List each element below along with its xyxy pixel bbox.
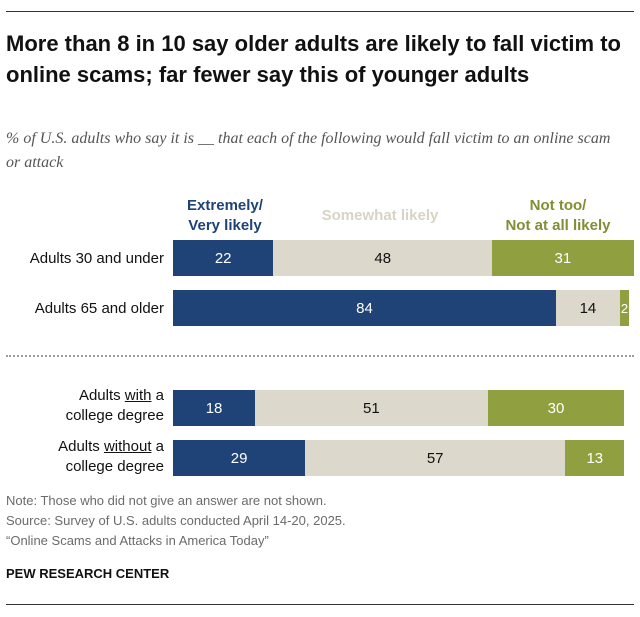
row-label-line2: college degree — [65, 407, 164, 424]
bar-value-label: 48 — [374, 249, 392, 267]
legend-label-line1: Somewhat likely — [321, 207, 439, 224]
bar-value-label: 30 — [547, 399, 565, 417]
bar-segment: 31 — [492, 240, 634, 276]
bar-segment: 14 — [556, 290, 620, 326]
legend-label-line2: Very likely — [188, 217, 262, 234]
top-rule — [6, 11, 634, 12]
legend-label-line2: Not at all likely — [505, 217, 611, 234]
bar-segment: 29 — [173, 440, 306, 476]
legend-somewhat-likely: Somewhat likely — [290, 206, 470, 226]
bar-segment: 2 — [619, 290, 629, 326]
bar-segment: 22 — [173, 240, 274, 276]
row-label-pre: Adults — [58, 438, 104, 455]
chart-subtitle: % of U.S. adults who say it is __ that e… — [6, 130, 611, 171]
bar-value-label: 22 — [214, 249, 232, 267]
bar-value-label: 14 — [579, 299, 597, 317]
bar-value-label: 18 — [205, 399, 223, 417]
bar-segment: 48 — [273, 240, 493, 276]
row-label-emphasis: without — [103, 438, 152, 455]
bar-segment: 30 — [487, 390, 625, 426]
chart-title: More than 8 in 10 say older adults are l… — [6, 31, 621, 87]
bar-value-label: 29 — [230, 449, 248, 467]
bar-segment: 51 — [255, 390, 488, 426]
row-label-post: a — [151, 387, 164, 404]
bottom-rule — [6, 604, 634, 605]
row-label-pre: Adults — [78, 387, 125, 404]
group-separator — [6, 355, 634, 357]
source-text: Source: Survey of U.S. adults conducted … — [6, 513, 346, 528]
bar-value-label: 57 — [426, 449, 444, 467]
row-label-emphasis: with — [124, 387, 152, 404]
bar-value-label: 13 — [586, 449, 604, 467]
legend-extremely-very-likely: Extremely/ Very likely — [170, 196, 280, 236]
row-label-line1: Adults without a — [0, 437, 164, 457]
note-text: Note: Those who did not give an answer a… — [6, 493, 327, 508]
row-label-line1: Adults with a — [0, 386, 164, 406]
bar-value-label: 2 — [620, 300, 629, 316]
bar-value-label: 84 — [356, 299, 373, 317]
row-label-post: a — [151, 438, 164, 455]
report-title: “Online Scams and Attacks in America Tod… — [6, 533, 269, 548]
legend-label-line1: Not too/ — [529, 197, 587, 214]
row-label-line2: college degree — [65, 458, 164, 475]
bar-segment: 57 — [305, 440, 566, 476]
legend-not-too-likely: Not too/ Not at all likely — [488, 196, 628, 236]
bar-segment: 18 — [173, 390, 256, 426]
row-label-adults-30-under: Adults 30 and under — [29, 250, 164, 267]
legend-label-line1: Extremely/ — [187, 197, 263, 214]
row-label-adults-65-older: Adults 65 and older — [34, 300, 164, 317]
chart-notes: Note: Those who did not give an answer a… — [6, 491, 626, 551]
row-label-with-college-degree: Adults with a college degree — [0, 386, 164, 426]
bar-segment: 84 — [173, 290, 557, 326]
bar-segment: 13 — [565, 440, 625, 476]
row-label-without-college-degree: Adults without a college degree — [0, 437, 164, 477]
bar-value-label: 51 — [363, 399, 380, 417]
brand-logo-text: PEW RESEARCH CENTER — [6, 566, 170, 581]
bar-value-label: 31 — [554, 249, 572, 267]
